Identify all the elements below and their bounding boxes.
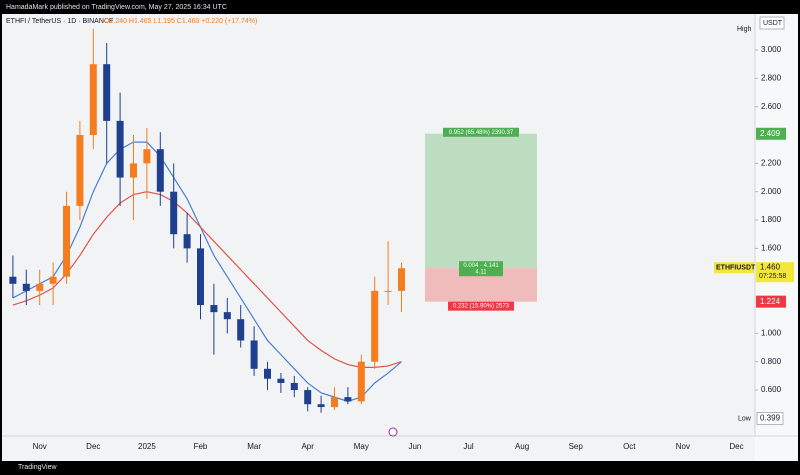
event-marker[interactable]	[388, 427, 398, 437]
y-tick-label: 3.000	[761, 45, 782, 54]
chart-background	[2, 14, 798, 461]
currency-box	[759, 16, 785, 30]
symbol-box	[714, 262, 754, 274]
ohlc-legend: O1.240 H1.465 L1.195 C1.460 +0.220 (+17.…	[104, 18, 257, 25]
candle-body	[344, 397, 352, 402]
target-price-tag-box	[756, 127, 786, 140]
candle-body	[156, 149, 164, 192]
candle-body	[89, 64, 97, 136]
entry-label-box	[459, 261, 503, 277]
candle-body	[357, 361, 365, 402]
target-price-tag: 2.409	[760, 129, 781, 138]
x-tick-label: May	[354, 442, 369, 451]
candle-body	[371, 290, 379, 362]
x-tick-label: Dec	[729, 442, 743, 451]
low-value: 0.399	[760, 414, 781, 423]
x-tick-label: Jul	[463, 442, 473, 451]
candle-body	[264, 368, 271, 379]
y-tick-label: 2.200	[761, 158, 782, 167]
candle-body	[223, 312, 231, 320]
x-tick-label: 2025	[138, 442, 156, 451]
candle-body	[130, 163, 137, 178]
x-tick-label: Nov	[676, 442, 690, 451]
y-tick-label: 1.000	[761, 328, 782, 337]
publisher: HamadaMark published on TradingView.com,…	[6, 4, 227, 11]
entry-label: 0.004 · 4.141	[463, 263, 499, 269]
stop-price-tag-box	[756, 295, 786, 308]
candle-body	[116, 120, 124, 178]
symbol: ETHFIUSDT	[716, 265, 756, 272]
y-tick-label: 2.000	[761, 187, 782, 196]
candle-body	[384, 290, 392, 292]
candle-body	[317, 404, 325, 408]
low-label: Low	[738, 415, 752, 422]
countdown: 07:25:58	[759, 273, 786, 280]
candle-body	[183, 234, 191, 249]
candle-body	[9, 276, 17, 284]
stop-label: 0.232 (15.90%) 2573	[453, 304, 510, 310]
currency: USDT	[763, 20, 783, 27]
profit-zone	[425, 133, 537, 269]
footer-logo: TradingView	[18, 464, 57, 471]
last-price-box	[756, 262, 794, 283]
x-tick-label: Mar	[247, 442, 261, 451]
candle-body	[36, 283, 44, 291]
x-tick-label: Jun	[408, 442, 421, 451]
candle-body	[143, 149, 151, 164]
y-tick-label: 1.800	[761, 215, 782, 224]
candle-body	[290, 382, 298, 391]
candle-body	[76, 135, 84, 206]
stop-price-tag: 1.224	[760, 297, 781, 306]
candle-body	[22, 283, 30, 291]
x-tick-label: Feb	[194, 442, 208, 451]
y-tick-label: 0.800	[761, 357, 782, 366]
high-label: High	[737, 26, 752, 33]
y-tick-label: 2.600	[761, 102, 782, 111]
chart-title: ETHFI / TetherUS · 1D · BINANCE	[6, 18, 114, 25]
x-tick-label: Aug	[515, 442, 529, 451]
y-tick-label: 1.600	[761, 243, 782, 252]
moving-average	[12, 191, 402, 368]
candle-body	[398, 268, 405, 291]
low-value-box	[756, 412, 784, 426]
last-price: 1.460	[760, 262, 781, 271]
candle-body	[170, 191, 178, 235]
candle-body	[331, 397, 338, 408]
x-tick-label: Apr	[301, 442, 314, 451]
x-tick-label: Nov	[33, 442, 47, 451]
price-axis	[755, 14, 798, 461]
candle-body	[250, 340, 258, 369]
candle-body	[277, 378, 285, 383]
entry-label-2: 4.11	[475, 269, 487, 275]
x-tick-label: Sep	[569, 442, 584, 451]
candle-body	[210, 305, 218, 313]
y-tick-label: 2.800	[761, 73, 782, 82]
candle-body	[103, 64, 111, 121]
candle-body	[304, 390, 312, 405]
candle-body	[237, 319, 245, 341]
candle-body	[49, 276, 57, 284]
x-tick-label: Oct	[623, 442, 636, 451]
candle-body	[197, 248, 204, 306]
y-tick-label: 0.600	[761, 385, 782, 394]
target-label-box	[443, 127, 519, 137]
x-tick-label: Dec	[86, 442, 100, 451]
target-label: 0.952 (65.48%) 2390.37	[449, 130, 514, 136]
stop-label-box	[448, 301, 514, 311]
candle-body	[63, 205, 70, 277]
